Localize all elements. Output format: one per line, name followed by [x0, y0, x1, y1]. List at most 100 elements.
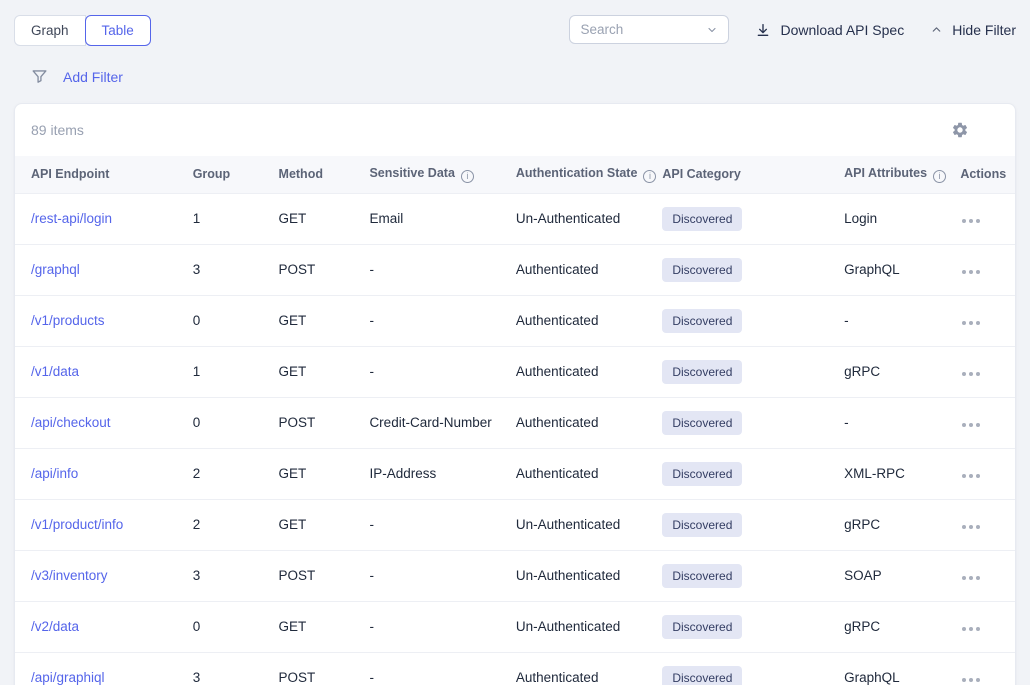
auth-state-cell: Authenticated: [507, 294, 655, 346]
download-api-spec-button[interactable]: Download API Spec: [755, 22, 904, 38]
group-cell: 0: [184, 294, 271, 346]
sensitive-data-cell: -: [361, 651, 508, 685]
api-endpoint-link[interactable]: /v3/inventory: [31, 568, 108, 583]
tab-graph[interactable]: Graph: [14, 15, 86, 46]
sensitive-data-cell: -: [361, 243, 508, 295]
sensitive-data-cell: IP-Address: [361, 447, 508, 499]
table-row: /v2/data 0 GET - Un-Authenticated Discov…: [15, 600, 1015, 652]
method-cell: GET: [270, 192, 362, 244]
api-attributes-cell: XML-RPC: [836, 447, 953, 499]
column-header-api-category: API Category: [654, 156, 837, 193]
row-actions-button[interactable]: [960, 572, 982, 584]
sensitive-data-cell: -: [361, 294, 508, 346]
table-row: /rest-api/login 1 GET Email Un-Authentic…: [15, 192, 1015, 244]
group-cell: 2: [184, 498, 271, 550]
sensitive-data-cell: Email: [361, 192, 508, 244]
sensitive-data-cell: Credit-Card-Number: [361, 396, 508, 448]
api-endpoint-link[interactable]: /rest-api/login: [31, 211, 113, 226]
table-card: 89 items API Endpoint Group Method Sensi…: [14, 103, 1016, 685]
column-header-sensitive-data: Sensitive Data i: [361, 156, 508, 193]
api-category-badge: Discovered: [662, 665, 743, 685]
api-endpoint-link[interactable]: /v1/product/info: [31, 517, 124, 532]
download-api-spec-label: Download API Spec: [780, 21, 905, 38]
ellipsis-icon: [962, 677, 967, 682]
top-toolbar: Graph Table Download API Spec: [0, 0, 1030, 46]
filter-icon: [30, 67, 49, 86]
row-actions-button[interactable]: [960, 419, 982, 431]
ellipsis-icon: [962, 524, 967, 529]
row-actions-button[interactable]: [960, 623, 982, 635]
row-actions-button[interactable]: [960, 521, 982, 533]
column-header-api-endpoint: API Endpoint: [15, 156, 185, 193]
api-endpoint-link[interactable]: /api/info: [31, 466, 79, 481]
row-actions-button[interactable]: [960, 317, 982, 329]
filter-row: Add Filter: [30, 67, 1030, 86]
api-category-badge: Discovered: [662, 308, 743, 333]
api-endpoint-link[interactable]: /v1/data: [31, 364, 80, 379]
api-endpoint-link[interactable]: /graphql: [31, 262, 80, 277]
row-actions-button[interactable]: [960, 215, 982, 227]
row-actions-button[interactable]: [960, 266, 982, 278]
auth-state-cell: Authenticated: [507, 345, 655, 397]
card-header: 89 items: [15, 104, 1015, 156]
info-icon[interactable]: i: [460, 169, 474, 183]
group-cell: 2: [184, 447, 271, 499]
auth-state-cell: Authenticated: [507, 447, 655, 499]
table-row: /v1/products 0 GET - Authenticated Disco…: [15, 294, 1015, 346]
ellipsis-icon: [962, 575, 967, 580]
method-cell: POST: [270, 396, 362, 448]
hide-filter-label: Hide Filter: [952, 21, 1016, 38]
row-actions-button[interactable]: [960, 368, 982, 380]
api-attributes-cell: -: [836, 396, 953, 448]
api-endpoint-link[interactable]: /v1/products: [31, 313, 105, 328]
method-cell: POST: [270, 651, 362, 685]
api-category-badge: Discovered: [662, 257, 743, 282]
download-icon: [755, 22, 771, 38]
row-actions-button[interactable]: [960, 470, 982, 482]
tab-table[interactable]: Table: [84, 15, 151, 46]
row-actions-button[interactable]: [960, 674, 982, 685]
api-category-badge: Discovered: [662, 461, 743, 486]
method-cell: GET: [270, 600, 362, 652]
api-attributes-cell: GraphQL: [836, 651, 953, 685]
column-header-api-attributes: API Attributes i: [836, 156, 953, 193]
api-endpoint-link[interactable]: /v2/data: [31, 619, 80, 634]
table-row: /v1/product/info 2 GET - Un-Authenticate…: [15, 498, 1015, 550]
gear-icon: [951, 121, 969, 139]
ellipsis-icon: [962, 269, 967, 274]
table-row: /v1/data 1 GET - Authenticated Discovere…: [15, 345, 1015, 397]
sensitive-data-cell: -: [361, 549, 508, 601]
auth-state-cell: Authenticated: [507, 651, 655, 685]
ellipsis-icon: [962, 626, 967, 631]
search-combobox[interactable]: [569, 15, 730, 44]
api-attributes-cell: gRPC: [836, 600, 953, 652]
group-cell: 3: [184, 243, 271, 295]
api-category-badge: Discovered: [662, 206, 743, 231]
hide-filter-button[interactable]: Hide Filter: [930, 22, 1016, 38]
info-icon[interactable]: i: [933, 169, 947, 183]
sensitive-data-cell: -: [361, 498, 508, 550]
method-cell: GET: [270, 345, 362, 397]
column-header-method: Method: [270, 156, 362, 193]
auth-state-cell: Un-Authenticated: [507, 192, 655, 244]
chevron-up-icon: [930, 23, 943, 36]
method-cell: GET: [270, 447, 362, 499]
add-filter-button[interactable]: Add Filter: [63, 68, 123, 85]
api-category-badge: Discovered: [662, 614, 743, 639]
ellipsis-icon: [962, 320, 967, 325]
api-endpoint-link[interactable]: /api/checkout: [31, 415, 111, 430]
api-attributes-cell: -: [836, 294, 953, 346]
search-input[interactable]: [580, 22, 701, 37]
api-endpoint-link[interactable]: /api/graphiql: [31, 670, 105, 685]
info-icon[interactable]: i: [643, 169, 657, 183]
api-category-badge: Discovered: [662, 359, 743, 384]
toolbar-right-controls: Download API Spec Hide Filter: [569, 15, 1016, 44]
column-settings-button[interactable]: [949, 119, 971, 141]
group-cell: 1: [184, 192, 271, 244]
ellipsis-icon: [962, 218, 967, 223]
ellipsis-icon: [962, 422, 967, 427]
group-cell: 3: [184, 549, 271, 601]
view-tab-group: Graph Table: [14, 15, 151, 46]
table-row: /api/checkout 0 POST Credit-Card-Number …: [15, 396, 1015, 448]
group-cell: 0: [184, 396, 271, 448]
